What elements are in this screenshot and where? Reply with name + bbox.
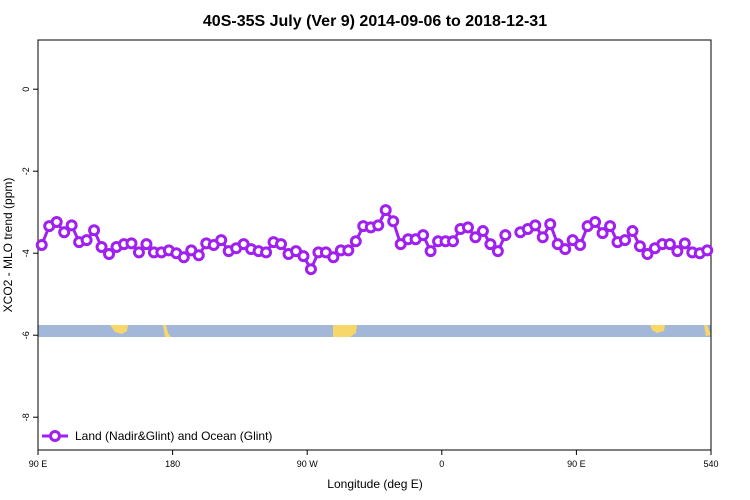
data-point	[327, 251, 340, 264]
x-tick-label: 540	[703, 459, 718, 469]
data-point	[65, 219, 78, 232]
legend: Land (Nadir&Glint) and Ocean (Glint)	[42, 429, 272, 443]
data-point	[140, 238, 153, 251]
data-point	[275, 238, 288, 251]
data-point	[619, 234, 632, 247]
land-patch	[650, 325, 665, 333]
land-patch	[333, 325, 357, 337]
data-point	[663, 238, 676, 251]
data-point	[536, 231, 549, 244]
data-point	[304, 263, 317, 276]
data-point	[424, 245, 437, 258]
data-point	[559, 243, 572, 256]
data-point	[499, 229, 512, 242]
y-tick-label: -8	[21, 413, 31, 421]
plot-frame	[37, 39, 712, 451]
data-point	[372, 219, 385, 232]
ocean-band	[38, 325, 711, 337]
data-point	[95, 241, 108, 254]
data-point	[379, 204, 392, 217]
data-point	[88, 224, 101, 237]
data-point	[349, 235, 362, 248]
data-point	[417, 229, 430, 242]
data-point	[596, 227, 609, 240]
x-axis-label: Longitude (deg E)	[327, 477, 422, 491]
x-tick-label: 180	[165, 459, 180, 469]
data-point	[476, 225, 489, 238]
land-patch	[163, 325, 171, 337]
y-tick-label: -4	[21, 249, 31, 257]
x-tick-label: 90 E	[29, 459, 48, 469]
data-point	[626, 225, 639, 238]
x-tick-label: 90 E	[567, 459, 586, 469]
data-point	[192, 249, 205, 262]
x-tick-label: 0	[439, 459, 444, 469]
data-point	[125, 237, 138, 250]
chart-title: 40S-35S July (Ver 9) 2014-09-06 to 2018-…	[203, 13, 547, 30]
data-point	[589, 216, 602, 229]
map-strip	[38, 325, 711, 337]
land-patch	[110, 325, 128, 334]
legend-label: Land (Nadir&Glint) and Ocean (Glint)	[75, 429, 272, 443]
data-point	[529, 219, 542, 232]
x-tick-label: 90 W	[297, 459, 319, 469]
data-point	[177, 251, 190, 264]
y-tick-label: -6	[21, 331, 31, 339]
y-axis-label: XCO2 - MLO trend (ppm)	[1, 178, 15, 313]
data-point	[50, 216, 63, 229]
data-point	[35, 239, 48, 251]
y-tick-label: 0	[21, 87, 31, 92]
data-point	[491, 245, 504, 258]
data-point	[544, 218, 557, 231]
data-point	[604, 220, 617, 233]
data-point	[342, 244, 355, 257]
data-point	[461, 221, 474, 234]
data-point	[484, 238, 497, 251]
data-point	[701, 244, 714, 257]
y-tick-label: -2	[21, 167, 31, 175]
data-point	[297, 250, 310, 263]
data-point	[58, 226, 71, 239]
data-point	[215, 234, 228, 247]
data-point	[132, 246, 145, 259]
legend-marker	[49, 430, 61, 442]
data-point	[574, 239, 587, 251]
data-point	[103, 248, 116, 261]
data-point	[260, 246, 273, 259]
land-patch	[704, 325, 711, 336]
data-point	[80, 234, 93, 247]
data-point	[671, 245, 684, 258]
data-point	[678, 237, 691, 250]
data-point	[387, 215, 400, 228]
data-point	[641, 248, 654, 261]
data-point	[469, 231, 482, 244]
data-point	[633, 240, 646, 253]
data-point	[447, 235, 460, 248]
